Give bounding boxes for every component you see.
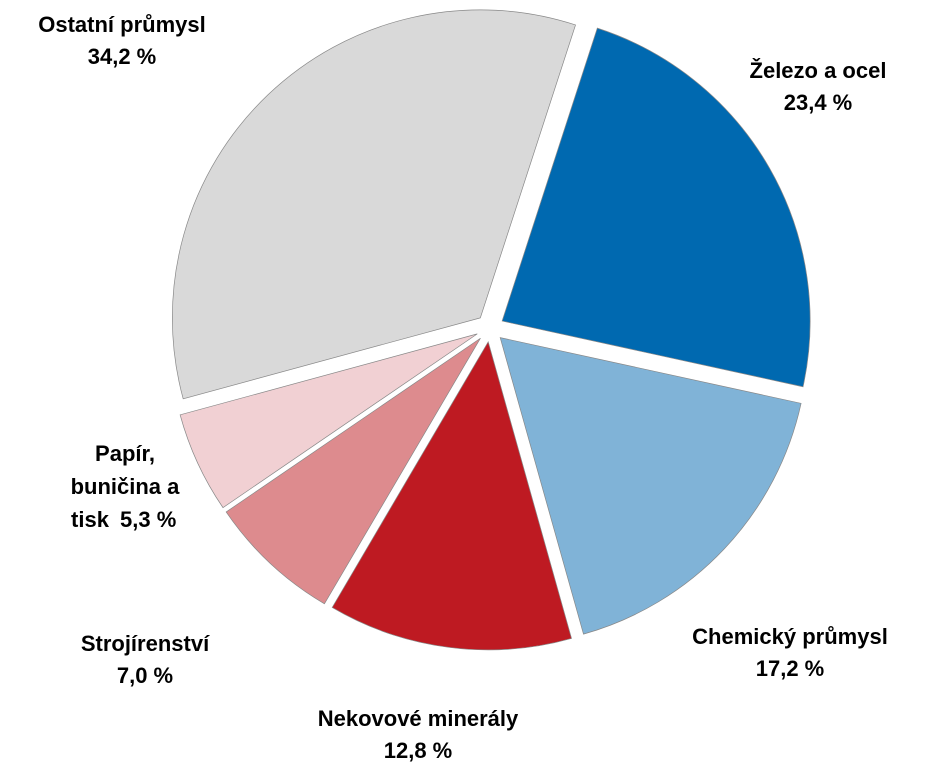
slice-label: Papír, buničina a tisk <box>71 441 181 532</box>
pie-slice <box>331 340 572 651</box>
slice-label: Nekovové minerály <box>318 706 519 731</box>
pie-slice <box>499 337 802 635</box>
pie-slice <box>501 27 811 388</box>
pie-slice <box>172 9 576 400</box>
value-label: 7,0 % <box>117 663 173 688</box>
value-label: 34,2 % <box>88 44 157 69</box>
value-label: 12,8 % <box>384 738 453 763</box>
value-label: 5,3 % <box>120 507 176 532</box>
value-label: 17,2 % <box>756 656 825 681</box>
value-label: 23,4 % <box>784 90 853 115</box>
slice-label: Ostatní průmysl <box>38 12 205 37</box>
pie-slice <box>179 333 478 509</box>
pie-slice <box>225 337 481 605</box>
slice-label: Chemický průmysl <box>692 624 888 649</box>
slice-label: Strojírenství <box>81 631 210 656</box>
slice-label: Železo a ocel <box>750 58 887 83</box>
